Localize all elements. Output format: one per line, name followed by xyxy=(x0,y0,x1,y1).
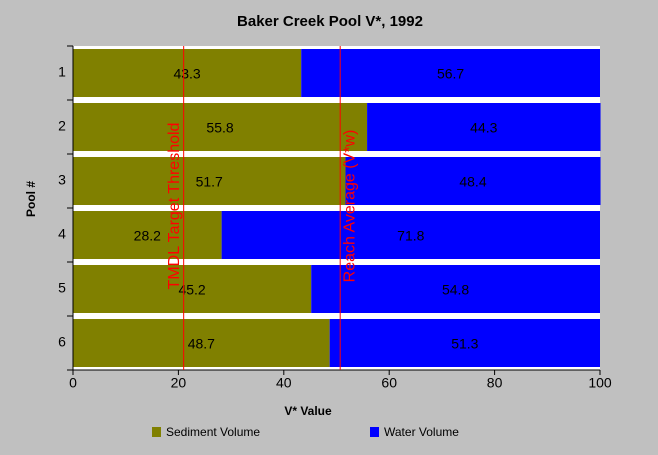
bar-segment xyxy=(367,103,601,151)
value-label: 54.8 xyxy=(442,282,469,298)
plot-area xyxy=(73,46,600,370)
y-tick-label: 3 xyxy=(58,172,66,188)
legend-swatch xyxy=(152,427,161,437)
y-tick-label: 6 xyxy=(58,334,66,350)
value-label: 55.8 xyxy=(206,120,233,136)
y-tick-label: 2 xyxy=(58,118,66,134)
y-tick-label: 5 xyxy=(58,280,66,296)
chart-title: Baker Creek Pool V*, 1992 xyxy=(237,13,423,30)
value-label: 51.3 xyxy=(451,336,478,352)
bar-segment xyxy=(311,265,600,313)
x-axis-label: V* Value xyxy=(284,404,332,418)
value-label: 48.7 xyxy=(188,336,215,352)
value-label: 56.7 xyxy=(437,66,464,82)
bar-segment xyxy=(73,103,368,151)
bar-segment xyxy=(221,211,600,259)
x-tick-label: 0 xyxy=(69,375,77,391)
bar-segment xyxy=(329,319,600,367)
bar-segment xyxy=(73,265,312,313)
value-label: 43.3 xyxy=(173,66,200,82)
bar-segment xyxy=(73,319,330,367)
x-tick-label: 80 xyxy=(487,375,503,391)
x-tick-label: 100 xyxy=(588,375,612,391)
bar-segment xyxy=(73,211,222,259)
y-tick-label: 4 xyxy=(58,226,66,242)
x-tick-label: 40 xyxy=(276,375,292,391)
reference-label: TMDL Target Threshold xyxy=(166,123,183,290)
bar-segment xyxy=(73,49,302,97)
reference-label: Reach Average (V*w) xyxy=(341,130,358,283)
y-axis-label: Pool # xyxy=(24,181,38,217)
x-tick-label: 20 xyxy=(171,375,187,391)
bar-segment xyxy=(73,157,346,205)
y-tick-label: 1 xyxy=(58,64,66,80)
legend-label: Water Volume xyxy=(384,425,459,439)
x-tick-label: 60 xyxy=(381,375,397,391)
legend-swatch xyxy=(370,427,379,437)
value-label: 44.3 xyxy=(470,120,497,136)
value-label: 71.8 xyxy=(397,228,424,244)
value-label: 48.4 xyxy=(459,174,486,190)
value-label: 45.2 xyxy=(178,282,205,298)
legend-label: Sediment Volume xyxy=(166,425,260,439)
value-label: 28.2 xyxy=(134,228,161,244)
bar-segment xyxy=(301,49,600,97)
bar-segment xyxy=(345,157,601,205)
value-label: 51.7 xyxy=(196,174,223,190)
